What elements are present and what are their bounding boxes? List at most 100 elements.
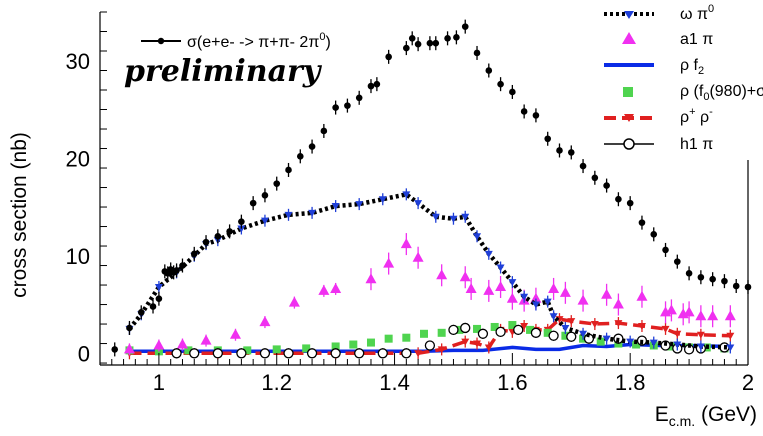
series-h1-pi-point — [401, 348, 412, 359]
series-rho-f0-point — [302, 344, 311, 353]
series-sigma-total-point — [432, 39, 440, 47]
series-sigma-total-point — [497, 80, 504, 88]
series-rho-rho-point — [473, 340, 482, 348]
series-h1-pi-point — [306, 348, 318, 359]
series-rho-f0-point — [420, 329, 428, 338]
series-a1-pi-point — [259, 316, 271, 327]
legend-entry-rho-f0: ρ (f0(980)+σ) — [623, 83, 763, 103]
series-rho-f0-point — [490, 322, 499, 331]
series-h1-pi-point — [330, 348, 341, 359]
series-omega-pi0-point — [461, 213, 470, 221]
series-sigma-total-point — [426, 39, 434, 47]
series-omega-pi0-point — [626, 338, 635, 346]
series-omega-pi0-point — [237, 225, 246, 233]
series-rho-rho-point — [437, 346, 446, 354]
series-h1-pi-point — [259, 348, 271, 359]
x-tick-label: 1 — [153, 370, 165, 395]
series-sigma-total-point — [603, 182, 610, 189]
legend-rho-rho-marker — [624, 114, 634, 122]
series-a1-pi-point — [383, 257, 395, 268]
series-rho-rho-point — [461, 338, 470, 346]
series-sigma-total-point — [355, 94, 363, 102]
inset-legend-label: σ(e+e- -> π+π- 2π0) — [187, 31, 331, 51]
series-a1-pi-point — [465, 282, 477, 293]
series-omega-pi0-point — [331, 203, 340, 211]
series-rho-f0-point — [184, 346, 193, 355]
series-sigma-total-point — [473, 49, 481, 57]
inset-legend: σ(e+e- -> π+π- 2π0) — [141, 31, 331, 51]
series-rho-f0-point — [366, 338, 375, 347]
x-axis-title: Ec.m. (GeV) — [655, 403, 757, 429]
legend: ω π0 a1 π ρ f2 ρ (f0(980)+σ) ρ+ ρ- h1 π — [604, 3, 763, 153]
x-tick-label: 1.4 — [379, 370, 410, 395]
series-a1-pi-point — [665, 304, 677, 315]
series-rho-f0-point — [508, 321, 517, 330]
series-rho-f0-point — [455, 325, 464, 334]
legend-h1-pi-label: h1 π — [680, 136, 713, 153]
series-rho-f0-point — [331, 342, 340, 351]
y-axis-title: cross section (nb) — [8, 132, 31, 298]
series-sigma-total-point — [453, 34, 460, 41]
series-sigma-total-point — [626, 199, 634, 207]
series-sigma-total-point — [674, 258, 681, 265]
series-sigma-total-point — [732, 282, 740, 290]
series-sigma-total-point — [332, 104, 339, 111]
series-omega-pi0-point — [431, 213, 440, 221]
series-a1-pi-point — [724, 310, 736, 321]
legend-rho-f0-marker — [623, 87, 633, 97]
series-omega-pi0-point — [726, 344, 735, 352]
y-tick-label: 10 — [66, 244, 90, 269]
series-rho-rho-point — [726, 332, 735, 340]
series-sigma-total-point — [408, 35, 416, 42]
series-sigma-total-point — [111, 346, 119, 353]
legend-entry-h1-pi: h1 π — [604, 136, 713, 153]
legend-entry-a1-pi: a1 π — [622, 31, 713, 48]
series-omega-pi0-point — [473, 233, 482, 241]
series-a1-pi-point — [200, 334, 212, 345]
series-h1-pi-point — [354, 348, 365, 359]
series-a1-pi-point — [176, 338, 188, 349]
series-a1-pi-point — [153, 339, 165, 350]
y-tick-label: 30 — [66, 49, 90, 74]
series-omega-pi0-point — [531, 301, 540, 309]
series-rho-f0-point — [272, 345, 281, 354]
series-omega-pi0-point — [308, 209, 317, 217]
legend-h1-pi-marker — [623, 138, 635, 150]
y-tick-label: 20 — [66, 146, 90, 171]
series-a1-pi-point — [707, 310, 719, 321]
series-rho-f0-point — [402, 333, 411, 342]
series-a1-pi-point — [459, 271, 471, 282]
series-a1-pi-point — [601, 288, 613, 299]
series-sigma-total-point — [261, 192, 269, 199]
series-sigma-total-point — [414, 40, 422, 48]
series-sigma-total-point — [509, 88, 516, 96]
series-sigma-total-point — [126, 324, 133, 332]
series-omega-pi0-point — [402, 191, 411, 199]
series-h1-pi-point — [424, 340, 436, 351]
series-sigma-total-point — [685, 270, 693, 277]
series-h1-pi-point — [513, 324, 524, 336]
series-rho-rho-point — [673, 330, 682, 338]
series-sigma-total-point — [556, 147, 563, 154]
series-omega-pi0-point — [378, 196, 387, 204]
legend-rho-f0-label: ρ (f0(980)+σ) — [680, 83, 763, 103]
series-a1-pi-point — [683, 306, 695, 317]
series-a1-pi-point — [412, 251, 424, 262]
series-omega-pi0-point — [543, 298, 552, 306]
series-sigma-total-point — [179, 262, 186, 269]
series-h1-pi-point — [477, 328, 489, 339]
series-omega-pi0-point — [673, 341, 682, 349]
series-a1-pi-point — [548, 282, 560, 293]
series-rho-rho-point — [484, 344, 493, 352]
series-sigma-total-point — [579, 162, 587, 170]
series-a1-pi-point — [318, 284, 330, 295]
series-rho-f0-point — [632, 340, 641, 349]
series-sigma-total-point — [296, 153, 304, 160]
series-a1-pi-point — [577, 294, 589, 305]
series-sigma-total-point — [485, 67, 493, 74]
series-sigma-total-point — [173, 267, 180, 274]
series-sigma-total-point — [650, 231, 658, 238]
series-h1-pi-point — [236, 348, 247, 359]
